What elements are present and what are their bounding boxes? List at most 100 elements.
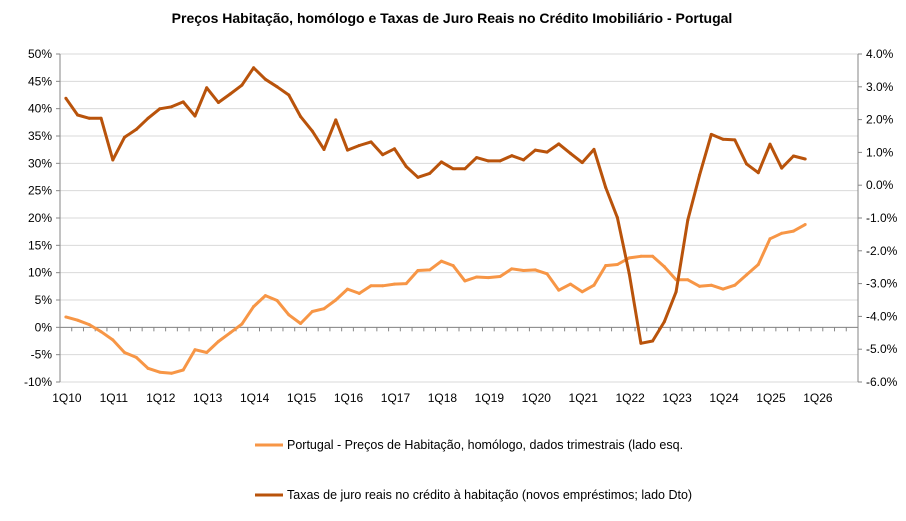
data-point	[134, 355, 138, 359]
data-point	[76, 318, 80, 322]
left-axis-label: 50%	[28, 47, 52, 61]
right-axis-labels: 4.0% 3.0% 2.0% 1.0% 0.0% -1.0% -2.0% -3.0% -4.0%…	[866, 47, 898, 389]
data-point	[263, 77, 267, 81]
data-point	[709, 283, 713, 287]
data-point	[322, 307, 326, 311]
data-point	[592, 147, 596, 151]
right-axis-label: -2.0%	[866, 244, 898, 258]
data-point	[111, 338, 115, 342]
data-point	[252, 305, 256, 309]
data-point	[639, 254, 643, 258]
right-axis-label: -3.0%	[866, 277, 898, 291]
data-point	[392, 147, 396, 151]
left-axis-label: 20%	[28, 211, 52, 225]
data-point	[299, 115, 303, 119]
data-point	[205, 350, 209, 354]
data-point	[580, 161, 584, 165]
data-point	[791, 229, 795, 233]
data-point	[240, 83, 244, 87]
right-axis-label: 2.0%	[866, 113, 894, 127]
left-axis-label: 5%	[35, 293, 53, 307]
data-point	[123, 350, 127, 354]
legend-item-real-rates[interactable]: Taxas de juro reais no crédito à habitaç…	[255, 488, 692, 502]
data-point	[604, 264, 608, 268]
data-point	[181, 368, 185, 372]
data-point	[369, 284, 373, 288]
data-point	[381, 284, 385, 288]
data-point	[369, 140, 373, 144]
data-point	[381, 153, 385, 157]
data-point	[299, 322, 303, 326]
legend-item-house-prices[interactable]: Portugal - Preços de Habitação, homólogo…	[255, 438, 683, 452]
data-point	[756, 171, 760, 175]
data-point	[357, 144, 361, 148]
x-axis-labels: 1Q10 1Q11 1Q12 1Q13 1Q14 1Q15 1Q16 1Q17 1Q18 1Q19…	[52, 391, 833, 405]
data-point	[615, 216, 619, 220]
data-point	[791, 154, 795, 158]
data-point	[99, 330, 103, 334]
data-point	[346, 287, 350, 291]
data-point	[428, 171, 432, 175]
data-point	[181, 100, 185, 104]
data-point	[651, 254, 655, 258]
data-point	[287, 93, 291, 97]
data-point	[627, 271, 631, 275]
data-point	[322, 147, 326, 151]
data-point	[439, 160, 443, 164]
data-point	[557, 288, 561, 292]
data-point	[557, 142, 561, 146]
data-point	[780, 166, 784, 170]
data-point	[99, 116, 103, 120]
data-point	[803, 223, 807, 227]
data-point	[545, 272, 549, 276]
data-point	[651, 339, 655, 343]
data-point	[533, 148, 537, 152]
data-point	[346, 148, 350, 152]
left-axis-label: 45%	[28, 74, 52, 88]
data-point	[392, 282, 396, 286]
data-point	[510, 154, 514, 158]
x-axis-label: 1Q20	[522, 391, 552, 405]
data-point	[87, 323, 91, 327]
data-point	[662, 320, 666, 324]
left-axis-label: -10%	[24, 375, 52, 389]
data-point	[604, 185, 608, 189]
right-axis-label: 1.0%	[866, 145, 894, 159]
data-point	[721, 137, 725, 141]
data-point	[334, 298, 338, 302]
data-point	[522, 268, 526, 272]
right-axis-label: -1.0%	[866, 211, 898, 225]
data-point	[439, 259, 443, 263]
left-axis-label: -5%	[31, 348, 53, 362]
chart-title: Preços Habitação, homólogo e Taxas de Ju…	[172, 10, 733, 26]
left-axis-label: 35%	[28, 129, 52, 143]
data-point	[486, 276, 490, 280]
data-point	[615, 262, 619, 266]
data-point	[475, 275, 479, 279]
data-point	[745, 273, 749, 277]
data-point	[228, 92, 232, 96]
data-point	[698, 284, 702, 288]
data-point	[404, 165, 408, 169]
data-point	[287, 313, 291, 317]
data-point	[146, 366, 150, 370]
data-point	[193, 348, 197, 352]
data-point	[146, 116, 150, 120]
data-point	[357, 291, 361, 295]
x-axis-label: 1Q23	[662, 391, 692, 405]
right-axis-label: 0.0%	[866, 178, 894, 192]
data-point	[216, 101, 220, 105]
x-axis-label: 1Q18	[428, 391, 458, 405]
data-point	[263, 294, 267, 298]
right-axis-label: -6.0%	[866, 375, 898, 389]
data-point	[510, 267, 514, 271]
data-point	[252, 66, 256, 70]
data-point	[193, 114, 197, 118]
data-point	[721, 287, 725, 291]
data-point	[733, 138, 737, 142]
data-point	[134, 127, 138, 131]
data-point	[275, 299, 279, 303]
data-point	[568, 282, 572, 286]
left-axis-label: 15%	[28, 238, 52, 252]
